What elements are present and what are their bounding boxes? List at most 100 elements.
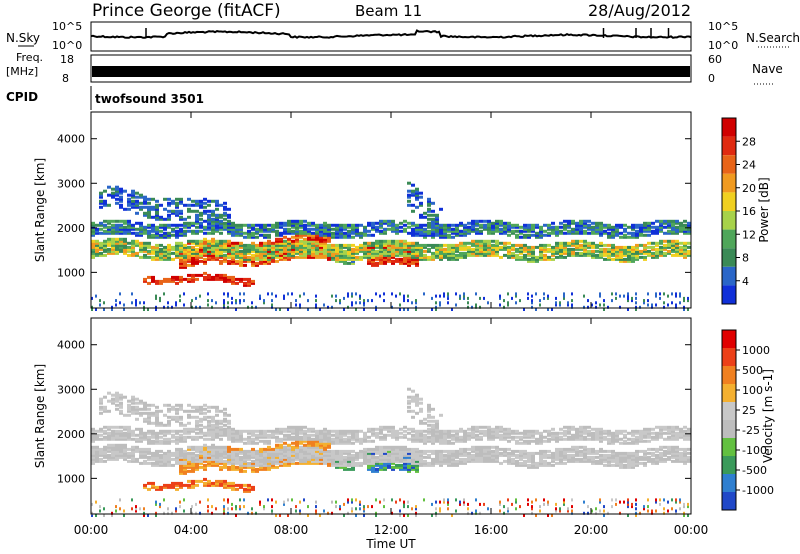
power-cell xyxy=(631,299,633,303)
velocity-cell xyxy=(399,451,403,455)
velocity-cell xyxy=(379,455,383,459)
velocity-cell xyxy=(207,483,211,487)
velocity-cell xyxy=(207,498,209,502)
power-cell xyxy=(363,299,365,303)
velocity-cell xyxy=(559,509,561,513)
velocity-cell xyxy=(139,439,143,443)
power-cell xyxy=(551,251,555,255)
power-cell xyxy=(487,225,491,229)
power-cell xyxy=(475,231,479,235)
power-cell xyxy=(303,225,307,229)
power-cell xyxy=(191,257,195,261)
power-cell xyxy=(399,225,403,229)
power-cell xyxy=(167,251,171,255)
power-cell xyxy=(135,205,139,209)
velocity-cell xyxy=(519,435,523,439)
velocity-cell xyxy=(199,411,203,415)
velocity-cell xyxy=(523,459,527,463)
power-cell xyxy=(115,185,119,189)
velocity-cell xyxy=(275,459,279,463)
velocity-cell xyxy=(491,435,495,439)
velocity-cell xyxy=(139,507,141,511)
velocity-cell xyxy=(183,483,187,487)
power-cell xyxy=(567,229,571,233)
velocity-cell xyxy=(223,479,227,483)
power-cell xyxy=(187,279,191,283)
velocity-cell xyxy=(571,511,573,515)
power-cell xyxy=(671,227,675,231)
velocity-cell xyxy=(115,453,119,457)
power-cell xyxy=(535,245,539,249)
power-cell xyxy=(599,221,603,225)
velocity-cell xyxy=(155,487,159,491)
velocity-cell xyxy=(191,479,195,483)
power-cell xyxy=(423,233,427,237)
power-cell xyxy=(179,265,183,269)
power-cell xyxy=(639,233,643,237)
power-cell xyxy=(419,243,423,247)
velocity-cell xyxy=(487,453,491,457)
power-cell xyxy=(355,301,357,305)
power-cell xyxy=(487,239,491,243)
velocity-cell xyxy=(199,500,201,504)
station-title: Prince George (fitACF) xyxy=(92,1,281,21)
power-cell xyxy=(395,241,399,245)
velocity-cell xyxy=(447,435,451,439)
power-cell xyxy=(187,241,191,245)
power-cell xyxy=(303,223,307,227)
power-cell xyxy=(443,247,447,251)
power-cell xyxy=(187,249,191,253)
power-cell xyxy=(439,233,443,237)
velocity-cell xyxy=(367,505,369,509)
power-cell xyxy=(175,277,179,281)
power-cell xyxy=(175,253,179,257)
velocity-cell xyxy=(455,461,459,465)
velocity-cell xyxy=(243,469,247,473)
power-cell xyxy=(255,305,257,309)
velocity-cell xyxy=(555,439,559,443)
power-cell xyxy=(375,253,379,257)
velocity-cell xyxy=(299,461,303,465)
velocity-cell xyxy=(115,445,119,449)
power-cell xyxy=(327,223,331,227)
power-cell xyxy=(215,275,219,279)
velocity-cell xyxy=(155,419,159,423)
power-cell xyxy=(607,253,611,257)
power-cell xyxy=(251,261,255,265)
velocity-cell xyxy=(515,449,519,453)
power-cell xyxy=(271,225,275,229)
velocity-cell xyxy=(379,437,383,441)
velocity-cell xyxy=(427,413,431,417)
power-cell xyxy=(267,292,269,296)
power-cell xyxy=(675,253,679,257)
velocity-cell xyxy=(499,435,503,439)
power-cell xyxy=(535,231,539,235)
power-cell xyxy=(367,249,371,253)
power-cell xyxy=(143,279,147,283)
power-cell xyxy=(151,245,155,249)
power-cell xyxy=(107,251,111,255)
velocity-cell xyxy=(235,487,239,491)
power-cell xyxy=(147,308,149,311)
power-cell xyxy=(683,251,687,255)
power-cell xyxy=(147,225,151,229)
velocity-cell xyxy=(251,461,255,465)
velocity-cell xyxy=(319,431,323,435)
power-cell xyxy=(495,253,499,257)
velocity-cell xyxy=(191,467,195,471)
velocity-cell xyxy=(547,431,551,435)
velocity-cell xyxy=(191,465,195,469)
power-cell xyxy=(159,233,163,237)
power-cell xyxy=(123,225,127,229)
power-cell xyxy=(623,223,627,227)
velocity-cell xyxy=(287,514,289,517)
velocity-cell xyxy=(139,407,143,411)
velocity-cell xyxy=(275,443,279,447)
date-title: 28/Aug/2012 xyxy=(588,1,691,20)
velocity-cell xyxy=(355,507,357,511)
power-cell xyxy=(431,255,435,259)
power-cell xyxy=(395,253,399,257)
power-cell xyxy=(599,231,603,235)
velocity-cell xyxy=(227,447,231,451)
velocity-cell xyxy=(167,439,171,443)
